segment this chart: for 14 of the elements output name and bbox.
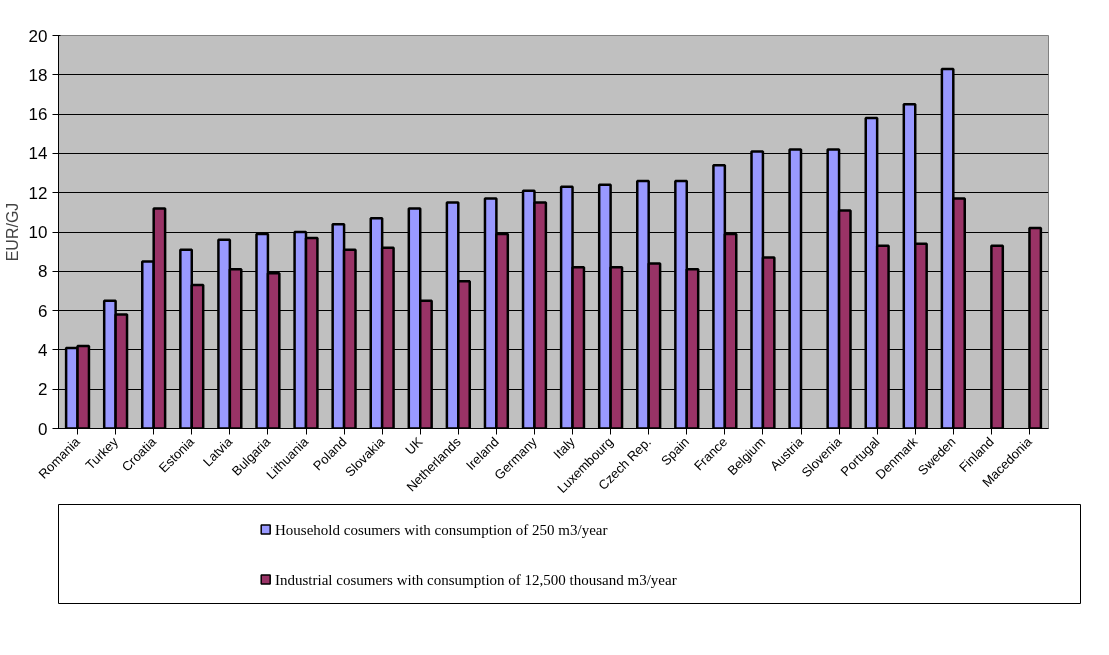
y-tick-label: 4 [38,340,48,360]
y-tick-label: 12 [28,183,48,203]
y-tick-label: 18 [28,65,48,85]
y-tick-label: 16 [28,105,48,125]
y-tick-label: 10 [28,223,48,242]
legend-label: Industrial cosumers with consumption of 12,500 thousand m3/year [275,571,677,588]
y-tick-label: 14 [28,144,48,164]
y-tick-label: 20 [28,26,48,46]
y-tick-label: 0 [38,419,48,439]
y-axis-title: EUR/GJ [3,202,21,262]
y-tick-label: 2 [38,380,48,400]
y-tick-label: 6 [38,301,48,321]
legend-label: Household cosumers with consumption of 250 m3/year [275,521,608,538]
y-tick-label: 8 [38,262,48,282]
